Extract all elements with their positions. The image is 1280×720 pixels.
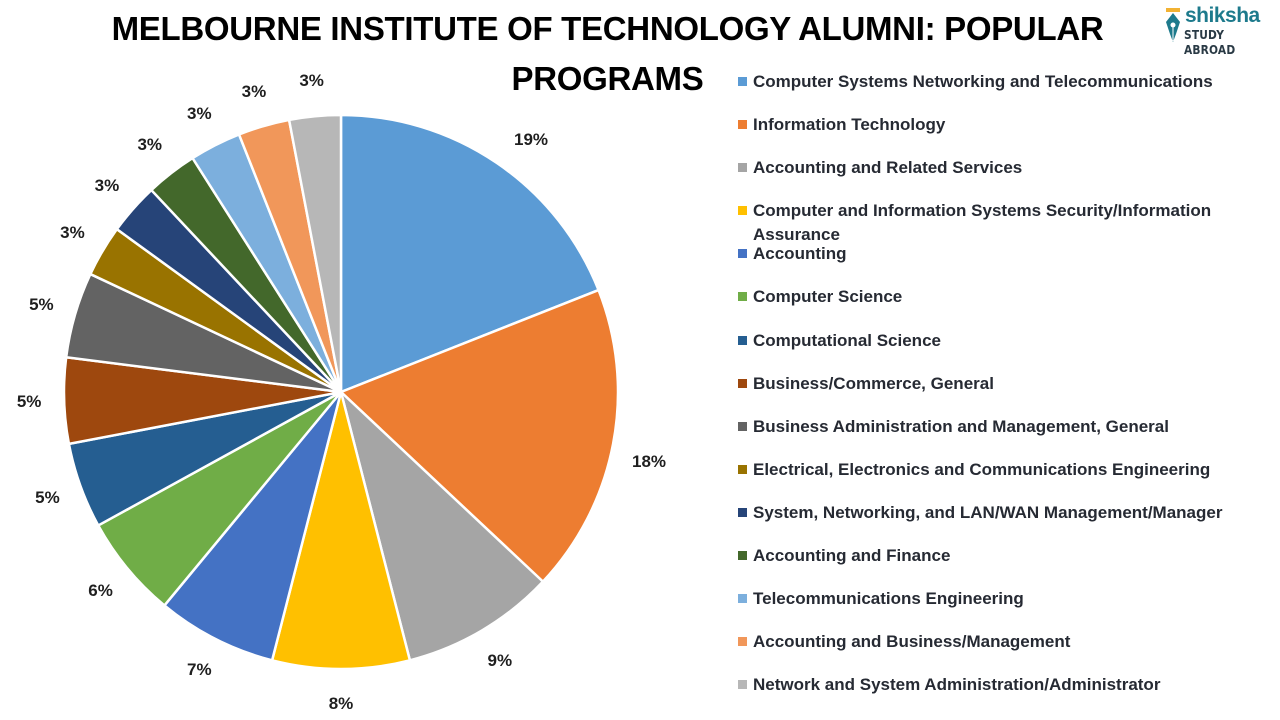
legend-label: Network and System Administration/Admini… <box>753 675 1161 694</box>
pie-slice[interactable] <box>270 390 412 671</box>
legend-label: System, Networking, and LAN/WAN Manageme… <box>753 503 1223 522</box>
legend-swatch-icon <box>738 206 747 215</box>
legend-label: Accounting and Finance <box>753 546 951 565</box>
legend-swatch-icon <box>738 422 747 431</box>
legend-item[interactable]: Information Technology <box>738 113 1253 137</box>
slice-percent-label: 3% <box>241 82 267 102</box>
legend-swatch-icon <box>738 249 747 258</box>
slice-percent-label: 5% <box>16 391 42 411</box>
legend-item[interactable]: Telecommunications Engineering <box>738 587 1253 611</box>
pie-slice[interactable] <box>287 113 343 394</box>
pie-slice[interactable] <box>339 288 620 583</box>
slice-percent-label: 3% <box>187 104 212 123</box>
legend-label: Business/Commerce, General <box>753 374 994 393</box>
slice-percent-label: 9% <box>487 650 513 670</box>
legend-swatch-icon <box>738 465 747 474</box>
legend-swatch-icon <box>738 77 747 86</box>
legend-swatch-icon <box>738 292 747 301</box>
legend-label: Telecommunications Engineering <box>753 589 1024 608</box>
legend-item[interactable]: Electrical, Electronics and Communicatio… <box>738 458 1253 482</box>
pie-slice[interactable] <box>339 113 600 394</box>
legend-label: Information Technology <box>753 115 946 134</box>
slice-percent-label: 18% <box>631 452 667 471</box>
chart-title: MELBOURNE INSTITUTE OF TECHNOLOGY ALUMNI… <box>111 10 1104 97</box>
legend-item[interactable]: System, Networking, and LAN/WAN Manageme… <box>738 501 1253 525</box>
legend-swatch-icon <box>738 637 747 646</box>
slice-percent-label: 7% <box>187 659 212 679</box>
legend-label: Computer Systems Networking and Telecomm… <box>753 72 1213 91</box>
legend-label: Computational Science <box>753 331 941 350</box>
slice-percent-label: 3% <box>299 71 324 91</box>
slice-percent-label: 3% <box>60 223 85 243</box>
legend-item[interactable]: Accounting <box>738 242 1253 266</box>
legend-swatch-icon <box>738 680 747 689</box>
legend-swatch-icon <box>738 379 747 388</box>
slice-percent-label: 3% <box>137 135 163 155</box>
slice-percent-label: 19% <box>513 130 549 149</box>
legend-label: Accounting and Business/Management <box>753 632 1071 651</box>
pie-slice[interactable] <box>163 390 343 662</box>
legend-label: Computer and Information Systems Securit… <box>753 201 1212 244</box>
legend-label: Computer Science <box>753 287 903 306</box>
legend-item[interactable]: Computational Science <box>738 329 1253 353</box>
slice-percent-label: 5% <box>35 487 60 507</box>
legend-label: Accounting and Related Services <box>753 158 1023 177</box>
legend-label: Electrical, Electronics and Communicatio… <box>753 460 1211 479</box>
legend-item[interactable]: Computer Science <box>738 285 1253 309</box>
legend-swatch-icon <box>738 163 747 172</box>
legend-swatch-icon <box>738 336 747 345</box>
logo-brand: shiksha <box>1185 4 1260 27</box>
legend-item[interactable]: Accounting and Business/Management <box>738 630 1253 654</box>
legend-item[interactable]: Computer Systems Networking and Telecomm… <box>738 70 1253 94</box>
legend-item[interactable]: Accounting and Related Services <box>738 156 1253 180</box>
legend-swatch-icon <box>738 508 747 517</box>
legend-label: Accounting <box>753 244 847 263</box>
slice-percent-label: 3% <box>94 175 120 195</box>
pie-slice[interactable] <box>339 390 545 662</box>
legend-item[interactable]: Business/Commerce, General <box>738 372 1253 396</box>
pie-chart <box>62 113 620 671</box>
legend-swatch-icon <box>738 120 747 129</box>
logo-subtitle: STUDY ABROAD <box>1184 27 1236 57</box>
slice-percent-label: 6% <box>88 580 113 600</box>
legend-swatch-icon <box>738 551 747 560</box>
shiksha-logo[interactable]: shiksha STUDY ABROAD <box>1163 4 1275 57</box>
legend-item[interactable]: Business Administration and Management, … <box>738 415 1253 439</box>
slice-percent-label: 5% <box>29 294 54 314</box>
legend-label: Business Administration and Management, … <box>753 417 1169 436</box>
legend-item[interactable]: Accounting and Finance <box>738 544 1253 568</box>
slice-percent-label: 8% <box>328 694 354 713</box>
legend-item[interactable]: Computer and Information Systems Securit… <box>738 199 1253 247</box>
legend-item[interactable]: Network and System Administration/Admini… <box>738 673 1253 697</box>
legend-swatch-icon <box>738 594 747 603</box>
pen-nib-icon <box>1166 8 1180 42</box>
